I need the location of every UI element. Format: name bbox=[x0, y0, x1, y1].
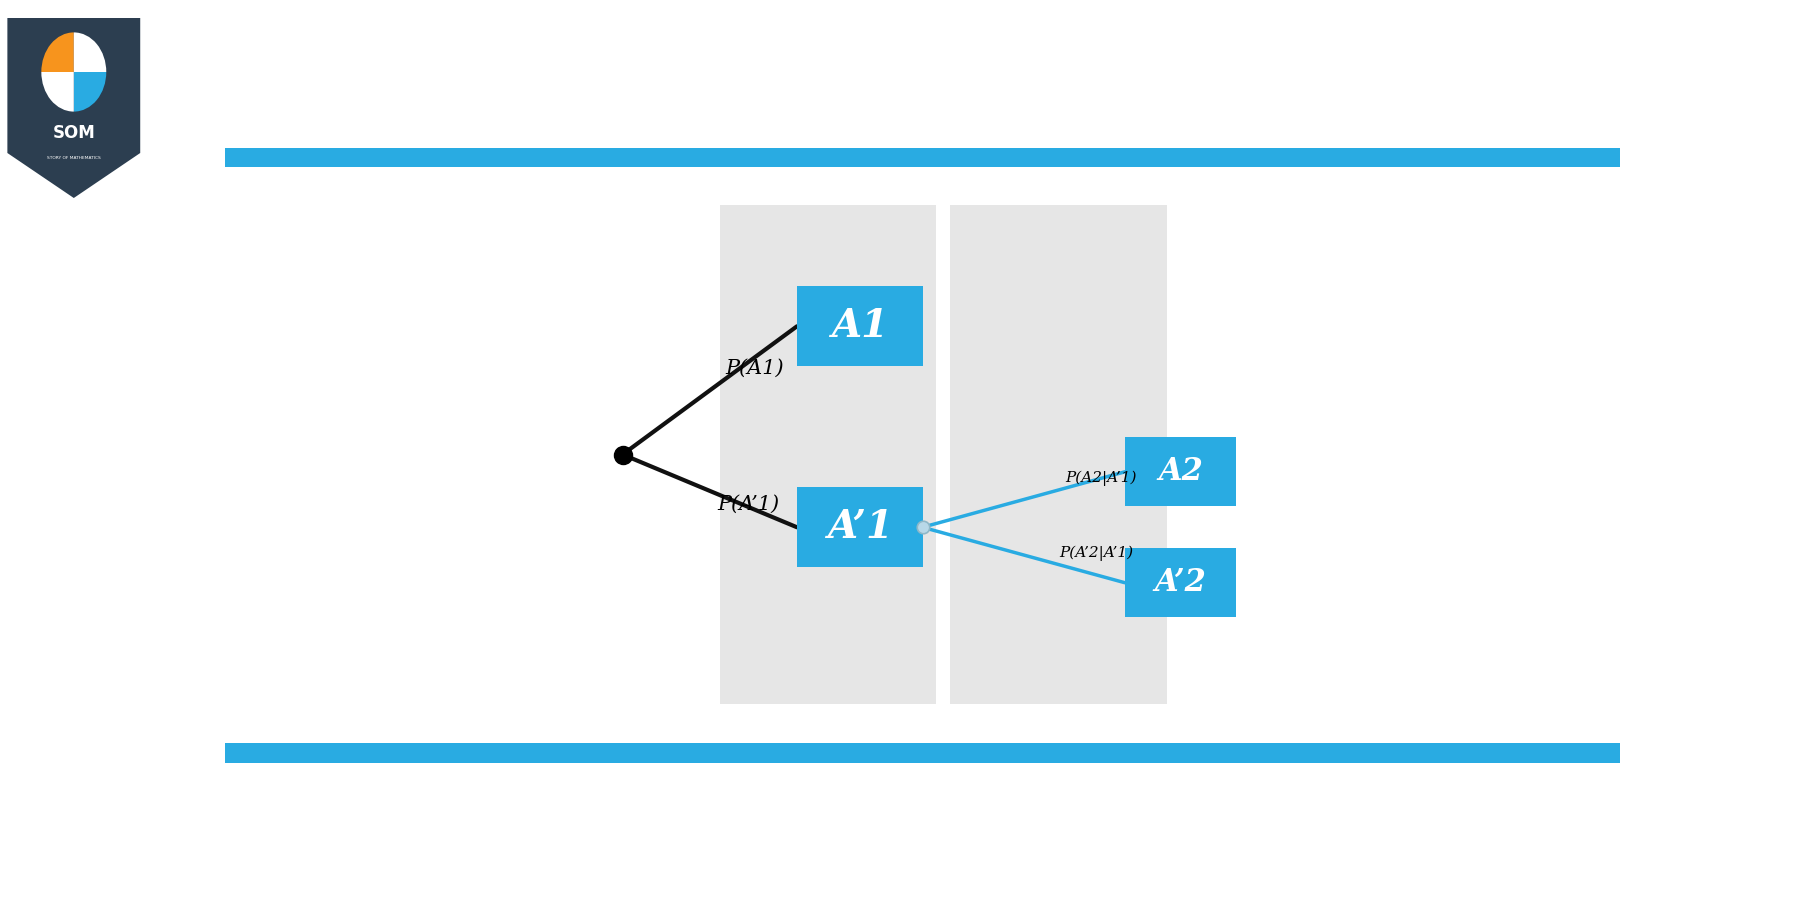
Bar bbox=[1125, 548, 1237, 617]
Bar bbox=[797, 286, 922, 366]
Bar bbox=[225, 743, 1620, 763]
Text: P(A’2|A’1): P(A’2|A’1) bbox=[1058, 545, 1134, 561]
Bar bbox=[225, 148, 1620, 166]
Text: STORY OF MATHEMATICS: STORY OF MATHEMATICS bbox=[47, 157, 101, 160]
Wedge shape bbox=[41, 72, 74, 112]
Polygon shape bbox=[7, 18, 140, 198]
Wedge shape bbox=[74, 32, 106, 72]
Text: P(A2|A’1): P(A2|A’1) bbox=[1066, 471, 1136, 487]
Bar bbox=[950, 205, 1166, 704]
Text: A’1: A’1 bbox=[826, 508, 893, 546]
Text: SOM: SOM bbox=[52, 124, 95, 142]
Wedge shape bbox=[41, 32, 74, 72]
Bar bbox=[720, 205, 936, 704]
Text: A1: A1 bbox=[832, 307, 887, 346]
Text: A2: A2 bbox=[1157, 456, 1202, 487]
Bar bbox=[797, 488, 922, 567]
Bar bbox=[1125, 437, 1237, 507]
Wedge shape bbox=[74, 72, 106, 112]
Text: P(A1): P(A1) bbox=[725, 358, 785, 377]
Text: A’2: A’2 bbox=[1154, 567, 1206, 598]
Text: P(A’1): P(A’1) bbox=[716, 495, 779, 514]
